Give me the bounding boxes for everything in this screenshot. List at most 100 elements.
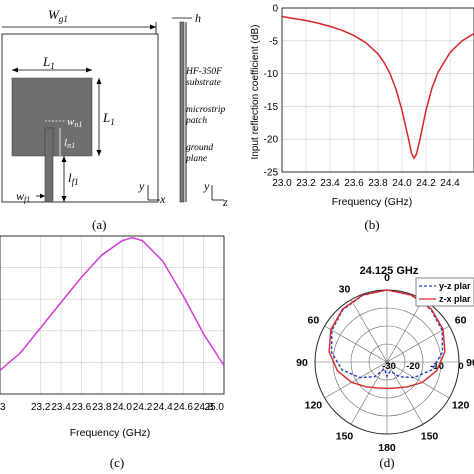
ground-label: ground plane — [185, 143, 215, 164]
b-grid — [281, 7, 474, 173]
wg1-arrow-right — [150, 24, 156, 30]
c-xtick-label-partial: 3 — [0, 402, 6, 413]
c-xtick-label: 23.4 — [51, 402, 71, 413]
c-xtick-label: 23.6 — [72, 402, 92, 413]
b-series-line — [281, 15, 474, 160]
d-angle-label: 120 — [452, 400, 470, 412]
ln1-label: ln1 — [64, 137, 75, 150]
l1-right-label: L1 — [102, 110, 115, 127]
h-label: h — [195, 11, 201, 25]
d-angle-label: 60 — [308, 315, 320, 327]
c-xtick-label: 24.8 — [194, 402, 214, 413]
patch-label: microstrip patch — [185, 105, 228, 126]
b-xtick-label: 23.2 — [296, 178, 316, 189]
b-xtick-label: 24.2 — [416, 178, 436, 189]
d-angle-label: 90 — [296, 357, 308, 369]
c-xtick-label: 25.0 — [205, 402, 225, 413]
panel-c: 3 23.2 23.4 23.6 23.8 24.0 24.2 24.4 24.6 24.825.… — [0, 235, 225, 470]
ground-plane-outline — [1, 33, 159, 203]
b-xtick-label: 24.0 — [392, 178, 412, 189]
wf1-arrow — [40, 193, 45, 199]
b-xtick-label: 23.8 — [368, 178, 388, 189]
ground-label-line2: plane — [185, 154, 207, 164]
l1-top-arrow-left — [12, 67, 18, 73]
d-radial-label: -10 — [430, 361, 444, 372]
wf1-label: wf1 — [16, 189, 30, 204]
feed-line — [44, 127, 54, 203]
b-ytick-label: -5 — [269, 36, 278, 47]
c-xtick-label: 24.6 — [174, 402, 194, 413]
patch-label-line2: patch — [185, 116, 207, 126]
l1-right-arrow-top — [96, 78, 102, 84]
c-xtick-label: 23.2 — [31, 402, 51, 413]
d-angle-label: 150 — [336, 431, 354, 443]
b-xtick-label: 23.0 — [272, 178, 292, 189]
d-radial-labels: -30 -20 -10 0 — [382, 361, 464, 372]
caption-c: (c) — [110, 455, 124, 470]
side-axis-y-label: y — [203, 179, 210, 193]
c-plot-frame — [0, 235, 225, 395]
c-xtick-label: 24.0 — [112, 402, 132, 413]
d-spoke — [324, 361, 388, 399]
b-xtick-label: 23.4 — [320, 178, 340, 189]
d-legend-label-zx: z-x plar — [439, 294, 471, 304]
d-angle-label: 60 — [455, 315, 467, 327]
d-legend-label-yz: y-z plar — [439, 281, 471, 291]
b-ytick-label: -10 — [264, 69, 279, 80]
b-ytick-label: -25 — [264, 168, 279, 179]
ground-label-line1: ground — [186, 143, 213, 153]
patch-label-line1: microstrip — [186, 105, 225, 115]
wn1-label: wn1 — [67, 116, 82, 129]
c-series-line — [0, 236, 225, 371]
l1-top-arrow-right — [86, 67, 92, 73]
caption-a: (a) — [92, 217, 106, 232]
d-angle-label: 30 — [339, 283, 351, 295]
c-xtick-label: 24.2 — [133, 402, 153, 413]
substrate-label-line2: substrate — [186, 78, 221, 88]
b-xtick-label: 23.6 — [344, 178, 364, 189]
d-spoke — [386, 299, 424, 363]
b-xtick-label: 24.4 — [440, 178, 460, 189]
c-xtick-label: 24.4 — [153, 402, 173, 413]
d-legend-box — [415, 277, 474, 307]
b-ytick-label: 0 — [272, 4, 278, 15]
d-spoke — [386, 325, 450, 363]
d-radial-label: -20 — [406, 361, 420, 372]
d-angle-label: 180 — [378, 442, 396, 454]
l1-right-arrow-bottom — [96, 150, 102, 156]
d-angle-label: 90 — [466, 357, 474, 369]
b-xlabel: Frequency (GHz) — [332, 196, 413, 208]
front-axis-x-label: x — [159, 192, 166, 206]
d-spoke — [324, 325, 388, 363]
d-series-zx — [328, 289, 446, 390]
wg1-label: Wg1 — [48, 7, 68, 24]
d-series-yz — [330, 289, 444, 379]
d-title: 24.125 GHz — [360, 265, 419, 277]
lf1-arrow-top — [61, 156, 67, 162]
panel-b: 0 -5 -10 -15 -20 -25 23.0 23.2 23.4 23.6 23.8 24.0… — [250, 4, 474, 232]
d-spoke — [350, 361, 388, 425]
caption-b: (b) — [364, 217, 379, 232]
caption-d: (d) — [379, 455, 394, 470]
side-substrate — [179, 21, 185, 203]
lf1-label: lf1 — [68, 170, 79, 187]
c-xtick-label: 23.8 — [92, 402, 112, 413]
b-plot-frame — [281, 7, 474, 173]
d-series — [328, 289, 446, 390]
b-xticks: 23.0 23.2 23.4 23.6 23.8 24.0 24.2 24.4 — [272, 178, 460, 189]
panel-d: 24.125 GHz 0306090120150180150120906030 … — [296, 265, 474, 470]
substrate-label: HF-350F substrate — [185, 67, 224, 88]
d-spoke — [386, 361, 450, 399]
b-ylabel: Input reflection coefficient (dB) — [250, 25, 261, 160]
c-xlabel: Frequency (GHz) — [70, 427, 151, 439]
side-axis-z-label: z — [222, 195, 228, 209]
front-axis-y-label: y — [138, 179, 145, 193]
d-radial-label: -30 — [382, 361, 396, 372]
b-ytick-label: -20 — [264, 135, 279, 146]
l1-top-label: L1 — [42, 54, 55, 71]
d-spoke — [350, 299, 388, 363]
d-legend: y-z plar z-x plar — [415, 277, 474, 307]
d-radial-label: 0 — [458, 361, 463, 372]
d-angle-label: 0 — [384, 272, 390, 284]
